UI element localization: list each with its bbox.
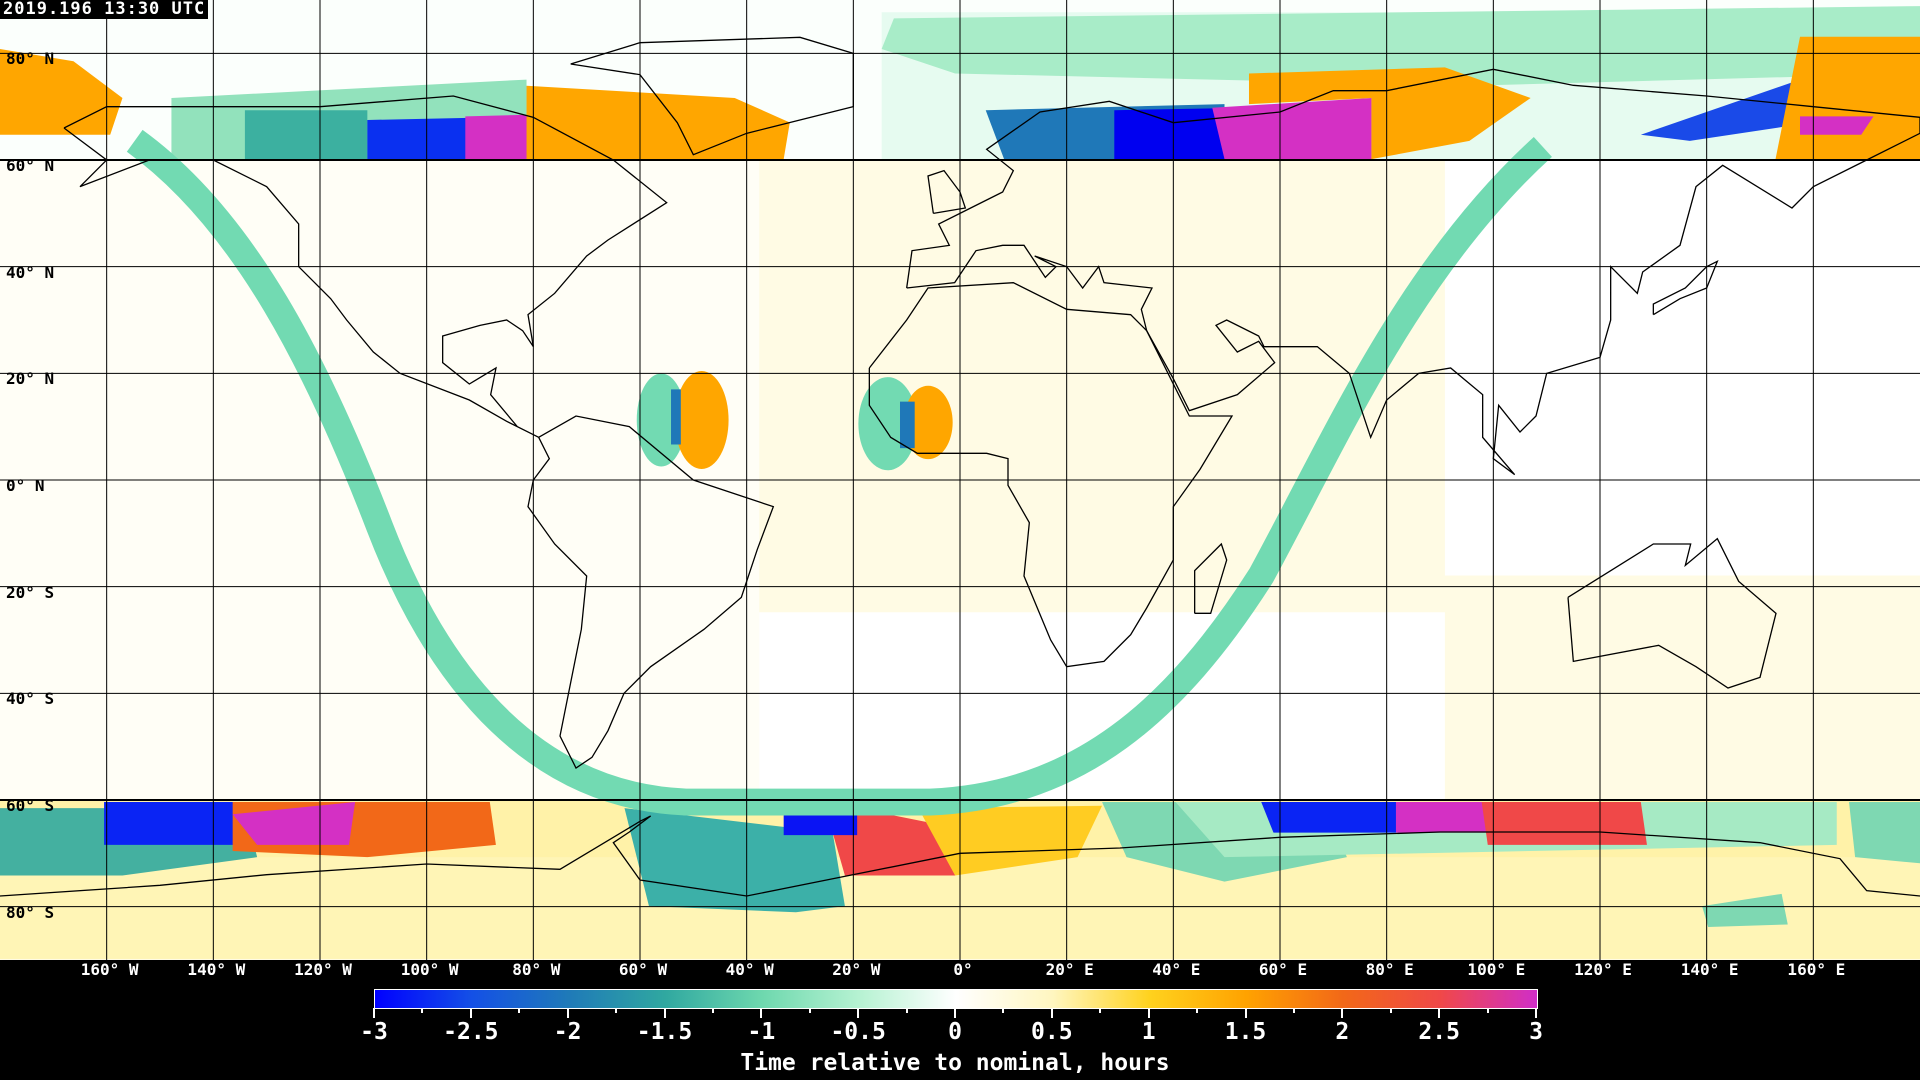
latitude-label: 20° N	[6, 369, 55, 389]
colorbar-tick-label: 0	[948, 1019, 962, 1045]
longitude-label: 0°	[953, 960, 973, 979]
colorbar-minor-tick	[421, 1008, 424, 1013]
colorbar-minor-tick	[1389, 1008, 1392, 1013]
colorbar-tick-label: -2.5	[443, 1019, 499, 1045]
colorbar-tick	[857, 1008, 860, 1018]
colorbar-tick-label: -3	[360, 1019, 388, 1045]
colorbar-tick	[1341, 1008, 1344, 1018]
colorbar-minor-tick	[615, 1008, 618, 1013]
coastline-australia	[1567, 537, 1777, 689]
colorbar-minor-tick	[1486, 1008, 1489, 1013]
longitude-label: 60° E	[1258, 960, 1308, 979]
latitude-label: 60° N	[6, 156, 55, 175]
coastline-madagascar	[1194, 542, 1228, 614]
latitude-label: 0° N	[6, 476, 45, 495]
longitude-label: 140° W	[187, 960, 246, 979]
colorbar-minor-tick	[1196, 1008, 1199, 1013]
longitude-label: 100° W	[400, 960, 459, 979]
colorbar-minor-tick	[905, 1008, 908, 1013]
latitude-label: 60° S	[6, 796, 55, 815]
longitude-label: 160° E	[1787, 960, 1846, 979]
colorbar-tick-label: -1	[747, 1019, 776, 1045]
swath-west-africa	[858, 377, 953, 471]
colorbar-tick-label: 0.5	[1031, 1019, 1073, 1045]
colorbar-tick-label: 2.5	[1418, 1019, 1460, 1045]
colorbar-tick	[954, 1008, 956, 1018]
coastline-eurasia	[906, 68, 1920, 476]
colorbar-tick	[1147, 1008, 1150, 1018]
colorbar-minor-tick	[1002, 1008, 1005, 1013]
longitude-label: 120° W	[294, 960, 352, 979]
colorbar-tick-label: -0.5	[830, 1019, 886, 1045]
longitude-label: 80° E	[1365, 960, 1414, 979]
white-zone-west	[0, 159, 760, 800]
timestamp: 2019.196 13:30 UTC	[0, 0, 209, 19]
latitude-label: 40° S	[6, 689, 55, 709]
longitude-label: 20° E	[1045, 960, 1094, 979]
colorbar-tick	[566, 1008, 569, 1018]
colorbar-minor-tick	[1099, 1008, 1102, 1013]
colorbar-tick-label: -2	[553, 1019, 582, 1045]
longitude-label: 160° W	[80, 960, 139, 979]
latitude-label: 40° N	[6, 262, 55, 282]
latitude-label: 80° N	[6, 49, 55, 69]
colorbar-tick-label: 3	[1529, 1019, 1543, 1045]
coastline-japan	[1652, 259, 1719, 316]
colorbar-tick-label: -1.5	[636, 1019, 693, 1045]
colorbar-tick	[1438, 1008, 1441, 1018]
swath-caribbean	[636, 371, 729, 469]
latitude-label: 80° S	[6, 902, 55, 922]
longitude-label: 40° W	[725, 960, 774, 979]
longitude-label: 20° W	[832, 960, 881, 979]
colorbar-tick	[1050, 1008, 1053, 1018]
coastline-south-america	[527, 415, 775, 769]
terminator-band	[126, 129, 1552, 816]
colorbar-minor-tick	[518, 1008, 521, 1013]
colorbar-title: Time relative to nominal, hours	[740, 1050, 1170, 1076]
longitude-label: 40° E	[1152, 960, 1201, 979]
coastline-greenland	[570, 36, 854, 156]
longitude-label: 100° E	[1467, 960, 1526, 979]
longitude-label: 60° W	[618, 960, 668, 979]
longitude-label: 120° E	[1574, 960, 1632, 979]
colorbar-tick	[663, 1008, 666, 1018]
colorbar-tick-label: 2	[1335, 1019, 1350, 1045]
colorbar-minor-tick	[711, 1008, 714, 1013]
colorbar-tick	[373, 1008, 375, 1018]
colorbar-tick	[760, 1008, 763, 1018]
colorbar-tick-label: 1	[1141, 1019, 1156, 1045]
colorbar-tick	[469, 1008, 472, 1018]
world-map	[0, 0, 1920, 960]
coastline-africa	[868, 282, 1234, 668]
white-zone-night	[759, 612, 1445, 800]
colorbar-tick-label: 1.5	[1224, 1019, 1267, 1045]
longitude-label: 140° E	[1680, 960, 1739, 979]
colorbar	[374, 989, 1538, 1009]
longitude-label: 80° W	[512, 960, 561, 979]
colorbar-tick	[1535, 1008, 1537, 1018]
colorbar-minor-tick	[808, 1008, 811, 1013]
colorbar-minor-tick	[1292, 1008, 1295, 1013]
latitude-label: 20° S	[6, 582, 55, 602]
colorbar-tick	[1244, 1008, 1247, 1018]
